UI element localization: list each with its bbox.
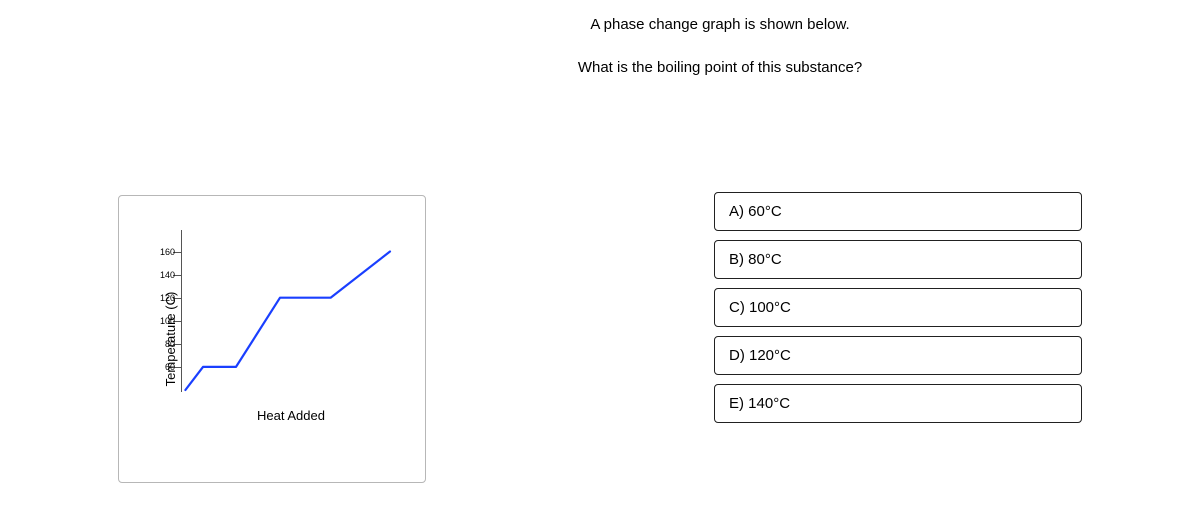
plot-area: 6080100120140160 Heat Added	[181, 240, 401, 390]
phase-change-chart: Temperature (C) 6080100120140160 Heat Ad…	[118, 195, 426, 483]
chart-svg	[181, 240, 401, 390]
option-label: C) 100°C	[729, 299, 791, 316]
question-line-1: A phase change graph is shown below.	[460, 14, 980, 37]
option-b[interactable]: B) 80°C	[714, 240, 1082, 279]
option-label: A) 60°C	[729, 203, 782, 220]
y-tick-label: 140	[160, 270, 175, 280]
question-line-2: What is the boiling point of this substa…	[460, 57, 980, 80]
y-tick-label: 120	[160, 293, 175, 303]
answer-options: A) 60°C B) 80°C C) 100°C D) 120°C E) 140…	[714, 192, 1082, 432]
x-axis-label: Heat Added	[181, 408, 401, 423]
y-tick-label: 160	[160, 247, 175, 257]
data-series	[185, 252, 390, 391]
option-label: B) 80°C	[729, 251, 782, 268]
question-text: A phase change graph is shown below. Wha…	[460, 14, 980, 99]
y-tick-label: 80	[165, 339, 175, 349]
option-e[interactable]: E) 140°C	[714, 384, 1082, 423]
option-d[interactable]: D) 120°C	[714, 336, 1082, 375]
option-c[interactable]: C) 100°C	[714, 288, 1082, 327]
option-a[interactable]: A) 60°C	[714, 192, 1082, 231]
y-tick-label: 100	[160, 316, 175, 326]
y-tick-label: 60	[165, 362, 175, 372]
option-label: D) 120°C	[729, 347, 791, 364]
option-label: E) 140°C	[729, 395, 790, 412]
